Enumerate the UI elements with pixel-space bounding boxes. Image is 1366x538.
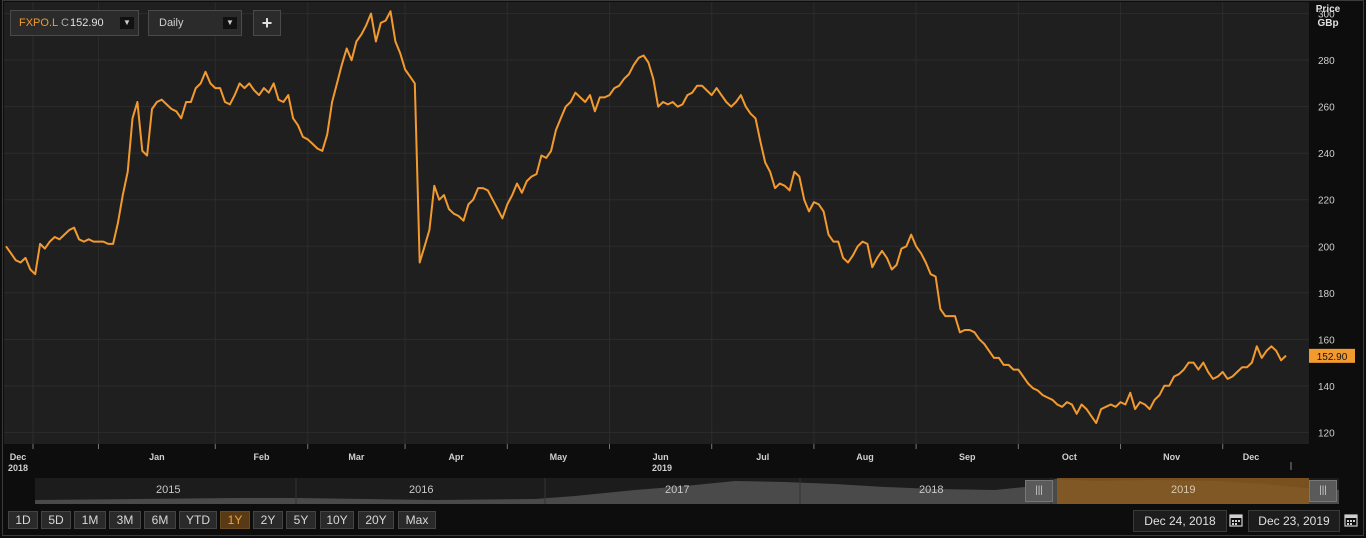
x-tick-label: May [550,452,568,462]
end-date-field[interactable]: Dec 23, 2019 [1248,510,1340,532]
y-tick-label: 260 [1318,103,1335,114]
navigator-selection[interactable] [1057,478,1309,504]
x-tick-label: Dec [1243,452,1260,462]
close-prefix: C [61,17,69,29]
chevron-down-icon[interactable]: ▼ [223,17,237,29]
y-tick-label: 160 [1318,335,1335,346]
range-button-1d[interactable]: 1D [8,511,38,529]
range-button-10y[interactable]: 10Y [320,511,354,529]
y-tick-label: 200 [1318,242,1335,253]
range-button-20y[interactable]: 20Y [358,511,394,529]
y-tick-label: 240 [1318,149,1335,160]
range-button-max[interactable]: Max [398,511,436,529]
range-button-5d[interactable]: 5D [41,511,71,529]
y-axis-title-unit: GBp [1317,18,1338,29]
close-value: 152.90 [70,17,104,29]
navigator-year-2018: 2018 [919,484,944,496]
x-tick-label: Jan [149,452,165,462]
x-tick-label: Feb [254,452,271,462]
calendar-icon[interactable] [1229,513,1243,527]
year-label-2018: 2018 [8,463,28,473]
y-tick-label: 280 [1318,56,1335,67]
navigator-left-handle[interactable]: ||| [1025,480,1053,502]
navigator-year-2019: 2019 [1171,484,1196,496]
price-series-line [5,10,1287,425]
y-tick-label: 220 [1318,196,1335,207]
range-button-ytd[interactable]: YTD [179,511,217,529]
y-tick-label: 140 [1318,382,1335,393]
symbol-selector[interactable]: FXPO.L C 152.90 ▼ [10,10,139,36]
x-tick-label: Dec [10,452,27,462]
navigator-year-2016: 2016 [409,484,434,496]
y-axis: 120 140 160 180 200 220 240 260 280 300 [1318,10,1335,440]
add-button[interactable]: + [253,10,281,36]
x-axis: Dec Jan Feb Mar Apr May Jun Jul Aug Sep Oct Nov Dec [10,444,1292,470]
y-tick-label: 300 [1318,10,1335,21]
x-tick-label: Jul [756,452,769,462]
last-price-value: 152.90 [1317,352,1348,363]
last-price-tag: 152.90 [1309,348,1355,363]
symbol-label: FXPO.L [19,17,59,29]
x-tick-label: Oct [1062,452,1077,462]
start-date-field[interactable]: Dec 24, 2018 [1133,510,1227,532]
navigator-svg [35,478,1339,504]
range-button-2y[interactable]: 2Y [253,511,283,529]
navigator-right-handle[interactable]: ||| [1309,480,1337,502]
x-tick-label: Aug [856,452,874,462]
x-tick-label: Apr [448,452,464,462]
x-tick-label: Mar [348,452,365,462]
interval-selector[interactable]: Daily ▼ [148,10,242,36]
range-button-1m[interactable]: 1M [74,511,106,529]
y-tick-label: 180 [1318,289,1335,300]
range-button-1y[interactable]: 1Y [220,511,250,529]
range-button-3m[interactable]: 3M [109,511,141,529]
navigator-year-2015: 2015 [156,484,181,496]
grid-layer [4,2,1309,444]
y-axis-title-price: Price [1316,4,1341,15]
y-tick-label: 120 [1318,428,1335,439]
range-navigator[interactable]: 2015 2016 2017 2018 2019 ||| ||| [35,478,1339,504]
plus-icon: + [261,13,273,33]
range-button-6m[interactable]: 6M [144,511,176,529]
x-tick-label: Jun [653,452,669,462]
range-button-5y[interactable]: 5Y [286,511,316,529]
year-label-2019: 2019 [652,463,672,473]
interval-label: Daily [159,17,184,29]
x-tick-label: Sep [959,452,976,462]
x-tick-label: Nov [1163,452,1180,462]
navigator-year-2017: 2017 [665,484,690,496]
calendar-icon[interactable] [1344,513,1358,527]
chevron-down-icon[interactable]: ▼ [120,17,134,29]
plot-area[interactable] [4,2,1309,444]
